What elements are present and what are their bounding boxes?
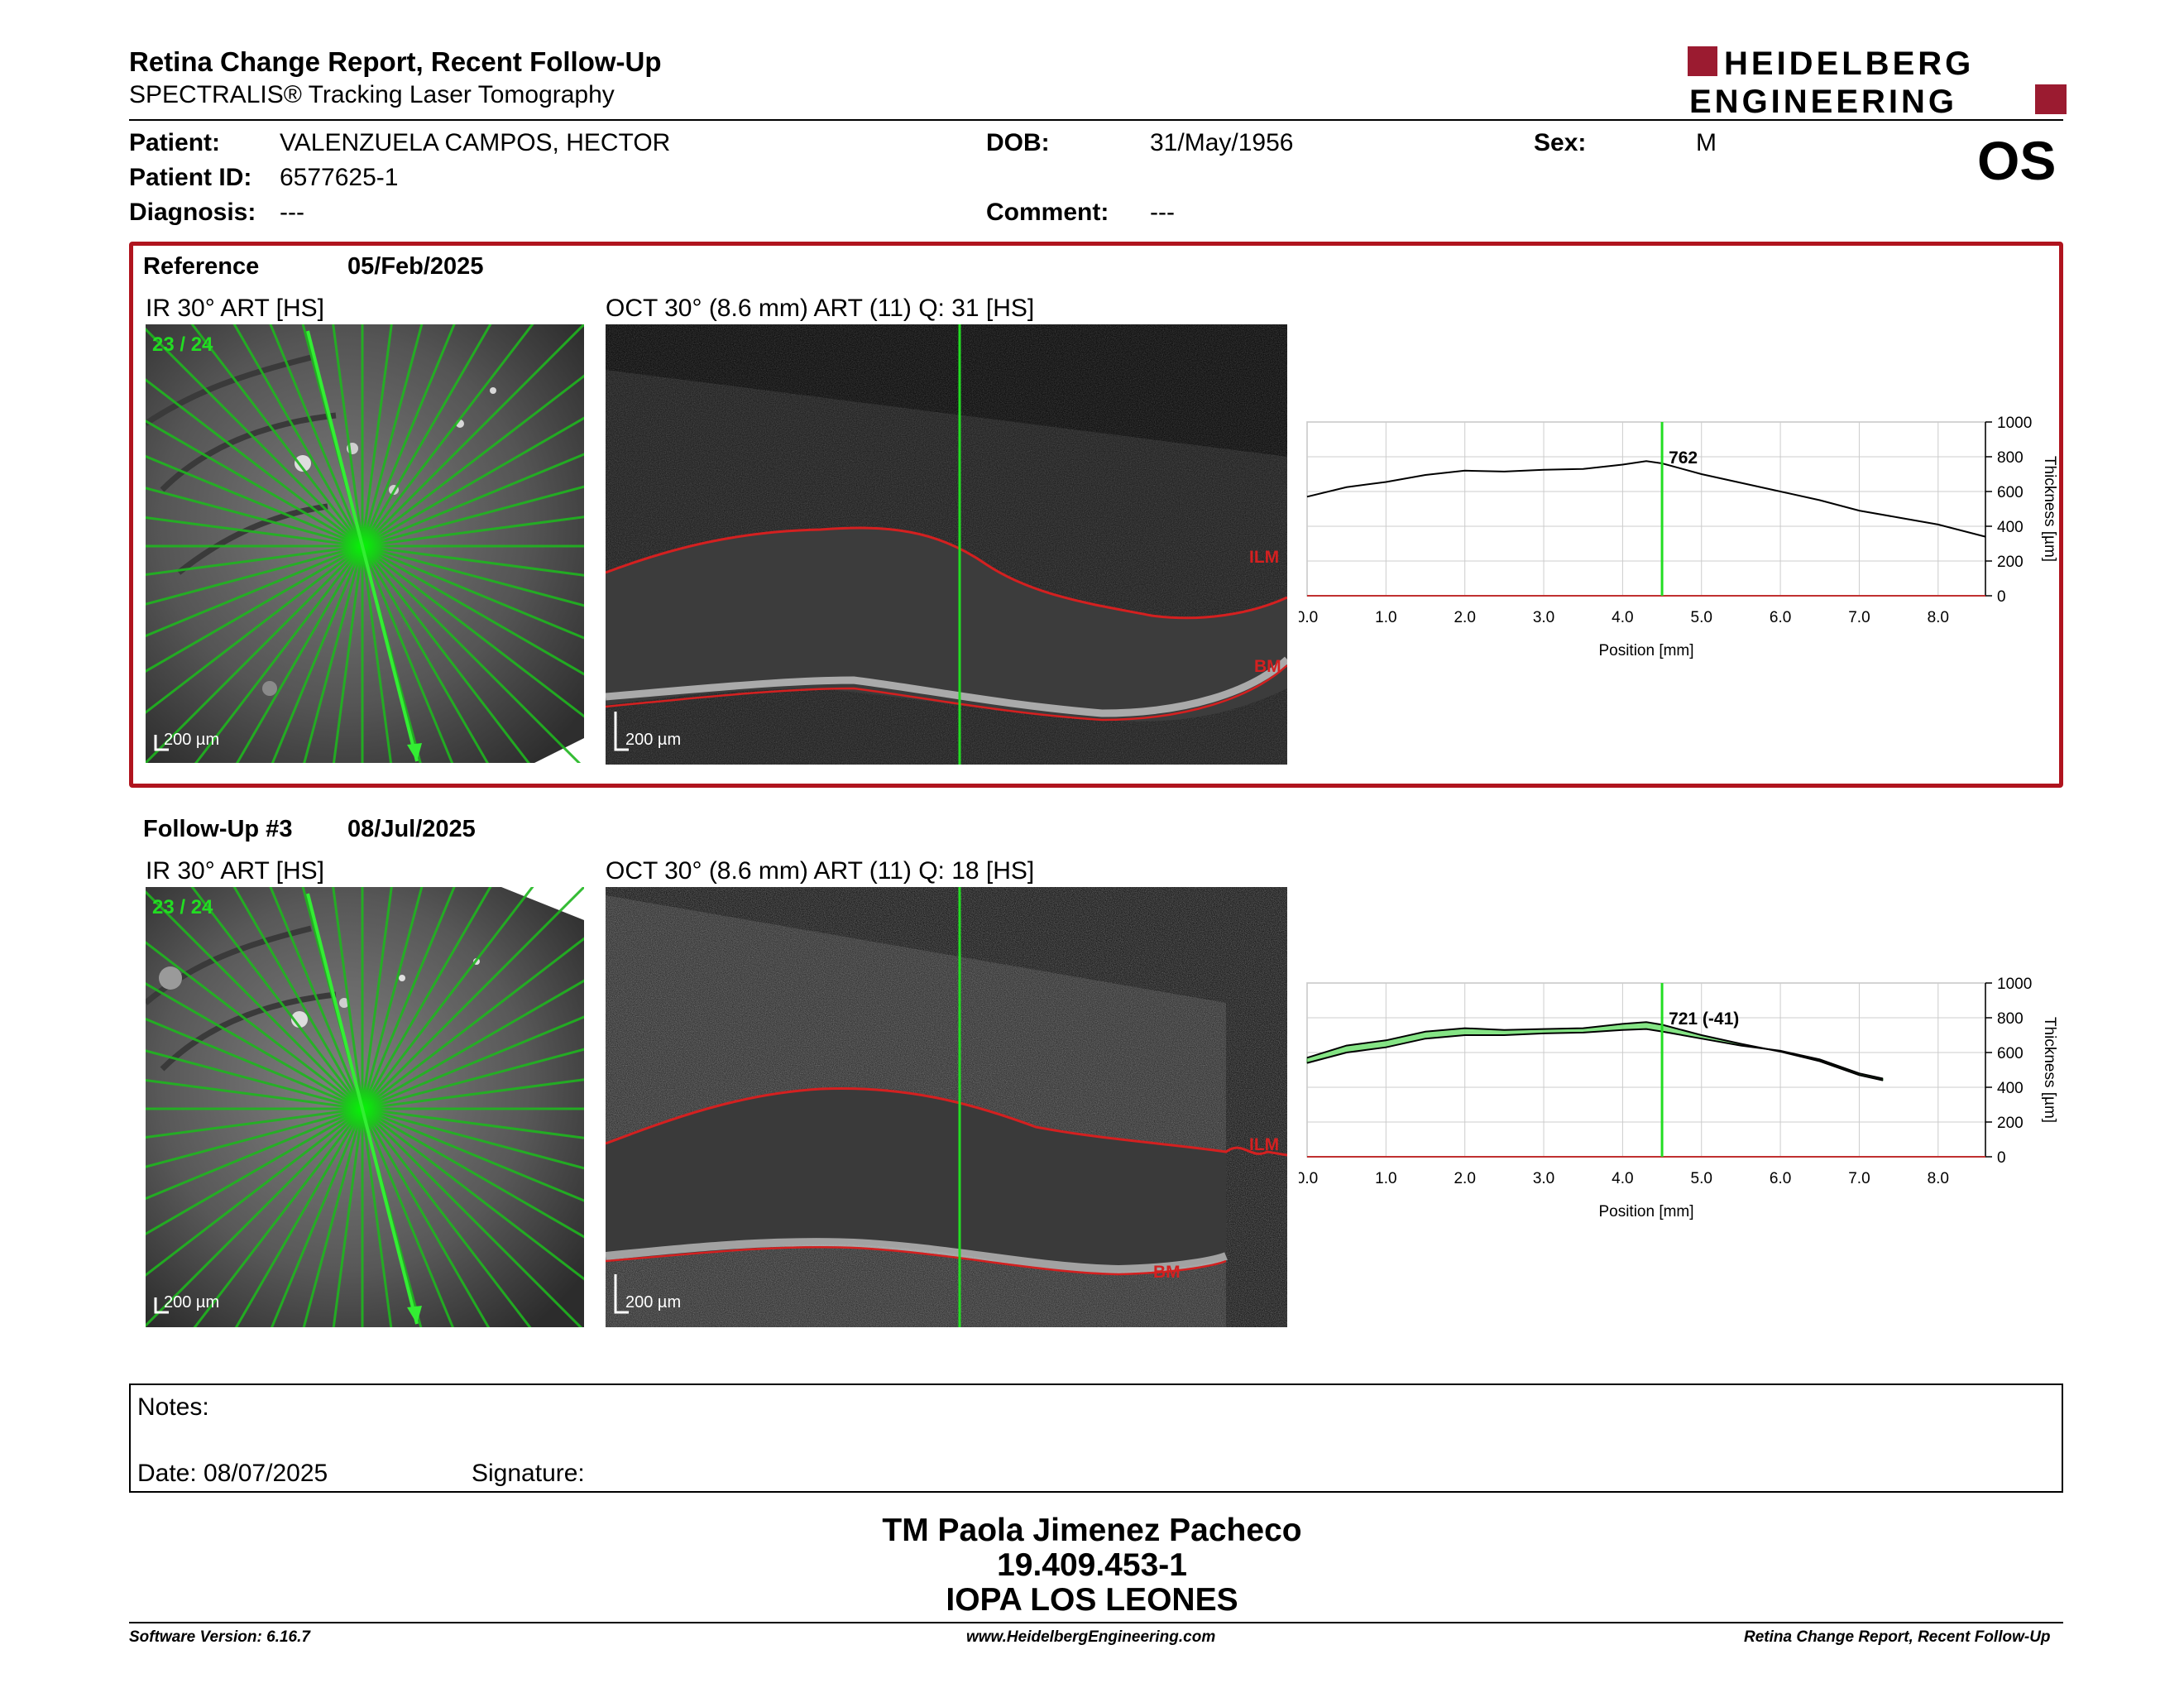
x-tick-label: 1.0 xyxy=(1375,1170,1396,1187)
x-tick-label: 2.0 xyxy=(1454,1170,1475,1187)
y-tick-label: 0 xyxy=(1997,588,2006,606)
followup-ir-label: IR 30° ART [HS] xyxy=(146,857,324,885)
eye-indicator: OS xyxy=(1977,130,2057,191)
marker-value-label: 721 (-41) xyxy=(1669,1009,1739,1029)
reference-ir-image[interactable]: 23 / 24 200 µm xyxy=(146,324,584,763)
followup-scan-counter: 23 / 24 xyxy=(152,896,213,918)
comment-label: Comment: xyxy=(986,199,1109,226)
y-tick-label: 0 xyxy=(1997,1149,2006,1167)
signer-institution: IOPA LOS LEONES xyxy=(946,1582,1238,1618)
reference-ir-label: IR 30° ART [HS] xyxy=(146,295,324,322)
followup-ilm-label: ILM xyxy=(1249,1135,1279,1154)
sex-label: Sex: xyxy=(1534,129,1587,156)
x-tick-label: 3.0 xyxy=(1533,1170,1554,1187)
x-tick-label: 7.0 xyxy=(1848,1170,1870,1187)
reference-bm-label: BM xyxy=(1254,657,1281,676)
thickness-line-0 xyxy=(1306,460,1986,538)
heidelberg-logo: HEIDELBERG ENGINEERING xyxy=(1688,43,2067,120)
x-tick-label: 0.0 xyxy=(1299,609,1318,626)
y-tick-label: 200 xyxy=(1997,1115,2024,1132)
followup-bm-label: BM xyxy=(1153,1263,1181,1282)
x-tick-label: 8.0 xyxy=(1928,1170,1949,1187)
y-tick-label: 1000 xyxy=(1997,415,2032,432)
reference-oct-scale: 200 µm xyxy=(625,731,681,749)
x-tick-label: 6.0 xyxy=(1770,1170,1791,1187)
y-tick-label: 600 xyxy=(1997,1045,2024,1062)
comment-value: --- xyxy=(1150,199,1175,226)
reference-oct-label: OCT 30° (8.6 mm) ART (11) Q: 31 [HS] xyxy=(606,295,1035,322)
x-tick-label: 7.0 xyxy=(1848,609,1870,626)
reference-oct-image[interactable]: ILM BM 200 µm xyxy=(606,324,1287,765)
x-tick-label: 0.0 xyxy=(1299,1170,1318,1187)
plot-area xyxy=(1306,421,1986,597)
x-tick-label: 4.0 xyxy=(1612,609,1633,626)
notes-date: Date: 08/07/2025 xyxy=(137,1460,328,1487)
y-tick-label: 800 xyxy=(1997,1010,2024,1028)
x-tick-label: 3.0 xyxy=(1533,609,1554,626)
followup-thickness-chart: 0.0 1.0 2.0 3.0 4.0 5.0 6.0 7.0 8.0 0 200 400 600 800… xyxy=(1299,976,2058,1220)
followup-date: 08/Jul/2025 xyxy=(347,816,476,842)
header-divider xyxy=(129,119,2063,121)
reference-thickness-chart: 0.0 1.0 2.0 3.0 4.0 5.0 6.0 7.0 8.0 0 200 400 600 800… xyxy=(1299,415,2058,659)
followup-oct-scale: 200 µm xyxy=(625,1293,681,1312)
logo-text-2: ENGINEERING xyxy=(1689,84,1957,117)
y-tick-label: 400 xyxy=(1997,1080,2024,1097)
x-tick-label: 8.0 xyxy=(1928,609,1949,626)
signer-name: TM Paola Jimenez Pacheco xyxy=(882,1513,1302,1548)
reference-frame xyxy=(129,242,2063,788)
y-axis-label: Thickness [µm] xyxy=(2041,1017,2058,1123)
followup-oct-image[interactable]: ILM BM 200 µm xyxy=(606,887,1287,1327)
followup-ir-image[interactable]: 23 / 24 200 µm xyxy=(146,887,584,1327)
report-title: Retina Change Report, Recent Follow-Up xyxy=(129,46,662,77)
signer-id: 19.409.453-1 xyxy=(997,1547,1187,1583)
footer-report-name: Retina Change Report, Recent Follow-Up xyxy=(1744,1628,2051,1646)
dob-value: 31/May/1956 xyxy=(1150,129,1294,156)
followup-ir-scale: 200 µm xyxy=(164,1293,219,1312)
reference-scan-counter: 23 / 24 xyxy=(152,333,213,356)
x-tick-label: 5.0 xyxy=(1691,609,1712,626)
y-tick-label: 200 xyxy=(1997,554,2024,571)
reference-ilm-label: ILM xyxy=(1249,548,1279,567)
sex-value: M xyxy=(1696,129,1717,156)
y-tick-label: 400 xyxy=(1997,519,2024,536)
report-subtitle: SPECTRALIS® Tracking Laser Tomography xyxy=(129,81,615,108)
x-tick-label: 5.0 xyxy=(1691,1170,1712,1187)
x-axis-label: Position [mm] xyxy=(1598,1203,1693,1220)
footer-divider xyxy=(129,1622,2063,1623)
x-tick-label: 4.0 xyxy=(1612,1170,1633,1187)
dob-label: DOB: xyxy=(986,129,1050,156)
followup-oct-label: OCT 30° (8.6 mm) ART (11) Q: 18 [HS] xyxy=(606,857,1035,885)
patient-id: 6577625-1 xyxy=(280,164,399,191)
y-axis-label: Thickness [µm] xyxy=(2041,456,2058,562)
patient-label: Patient: xyxy=(129,129,221,156)
x-tick-label: 6.0 xyxy=(1770,609,1791,626)
x-tick-label: 2.0 xyxy=(1454,609,1475,626)
marker-value-label: 762 xyxy=(1669,448,1698,468)
diagnosis-value: --- xyxy=(280,199,304,226)
footer-website[interactable]: www.HeidelbergEngineering.com xyxy=(966,1628,1216,1646)
notes-label: Notes: xyxy=(137,1393,209,1421)
x-tick-label: 1.0 xyxy=(1375,609,1396,626)
reference-ir-scale: 200 µm xyxy=(164,731,219,749)
logo-text-1: HEIDELBERG xyxy=(1724,46,1974,82)
diagnosis-label: Diagnosis: xyxy=(129,199,256,226)
reference-date: 05/Feb/2025 xyxy=(347,253,484,280)
followup-label: Follow-Up #3 xyxy=(143,816,293,842)
patient-name: VALENZUELA CAMPOS, HECTOR xyxy=(280,129,671,156)
x-axis-label: Position [mm] xyxy=(1598,642,1693,659)
y-tick-label: 1000 xyxy=(1997,976,2032,993)
footer-software-version: Software Version: 6.16.7 xyxy=(129,1628,310,1646)
notes-signature-label: Signature: xyxy=(472,1460,585,1487)
y-tick-label: 600 xyxy=(1997,484,2024,501)
notes-box[interactable]: Notes: Date: 08/07/2025 Signature: xyxy=(129,1383,2063,1493)
patient-id-label: Patient ID: xyxy=(129,164,252,191)
thickness-line-0 xyxy=(1306,1028,1884,1080)
plot-area xyxy=(1306,982,1986,1158)
reference-label: Reference xyxy=(143,253,260,280)
thickness-line-1 xyxy=(1306,1021,1884,1081)
y-tick-label: 800 xyxy=(1997,449,2024,467)
